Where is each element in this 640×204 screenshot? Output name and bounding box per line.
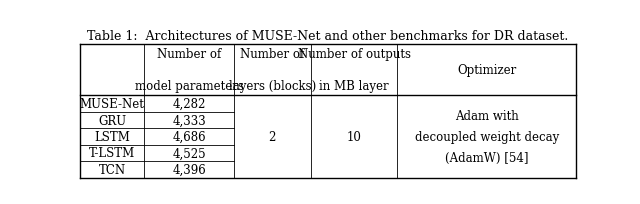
Text: 4,282: 4,282 [172,98,206,111]
Text: TCN: TCN [99,163,126,176]
Text: MUSE-Net: MUSE-Net [80,98,145,111]
Text: Number of

layers (blocks): Number of layers (blocks) [228,48,316,93]
Text: LSTM: LSTM [94,130,130,143]
Text: 4,396: 4,396 [172,163,206,176]
Text: 4,333: 4,333 [172,114,206,127]
Text: Number of

model parameters: Number of model parameters [134,48,244,93]
Text: T-LSTM: T-LSTM [89,147,136,160]
Text: 10: 10 [347,130,362,143]
Text: Adam with
decoupled weight decay
(AdamW) [54]: Adam with decoupled weight decay (AdamW)… [415,109,559,164]
Text: Optimizer: Optimizer [457,64,516,77]
Text: 4,686: 4,686 [172,130,206,143]
Text: GRU: GRU [98,114,126,127]
Text: 2: 2 [269,130,276,143]
Text: 4,525: 4,525 [172,147,206,160]
Text: Table 1:  Architectures of MUSE-Net and other benchmarks for DR dataset.: Table 1: Architectures of MUSE-Net and o… [88,30,568,43]
Text: Number of outputs

in MB layer: Number of outputs in MB layer [298,48,410,93]
